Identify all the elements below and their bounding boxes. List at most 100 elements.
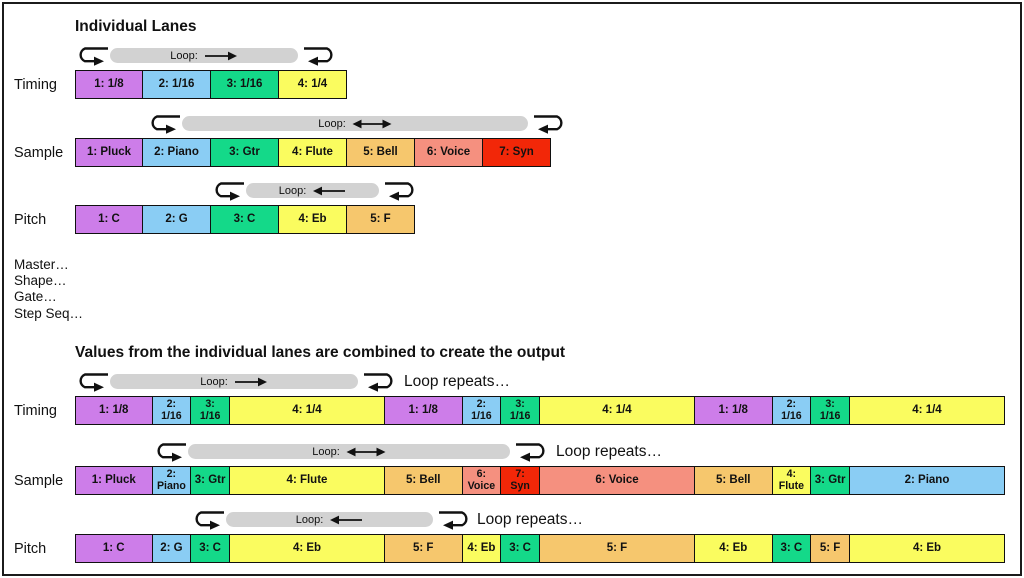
lane-cell-label: 1/16 bbox=[781, 409, 802, 422]
lane-cell: 3: 1/16 bbox=[211, 70, 279, 99]
loop-label: Loop: bbox=[170, 49, 198, 62]
lane-cell: 6: Voice bbox=[415, 138, 483, 167]
lane-cell-label: 3: bbox=[825, 397, 835, 410]
lane-label-pitch: Pitch bbox=[14, 540, 47, 557]
lane-cell: 5: F bbox=[811, 534, 850, 563]
lane-cell-label: 6: Voice bbox=[426, 145, 471, 158]
loop-label: Loop: bbox=[200, 375, 228, 388]
lane-cell-label: 3: 1/16 bbox=[226, 77, 263, 90]
lane-cell: 3: C bbox=[772, 534, 812, 563]
loop-right-arrow-icon bbox=[204, 51, 238, 61]
lane-cell-label: 3: C bbox=[780, 541, 803, 554]
lane-cell-label: 1/16 bbox=[509, 409, 531, 422]
lane-cell-label: 3: bbox=[515, 397, 525, 410]
lane-cell-label: 4: Eb bbox=[292, 541, 322, 554]
lane-cell-label: Flute bbox=[778, 479, 805, 492]
lane-cell-label: 5: F bbox=[370, 212, 391, 225]
lane-cell: 5: F bbox=[385, 534, 463, 563]
loop-repeats-label: Loop repeats… bbox=[477, 510, 583, 528]
lane-cell-label: 4: Eb bbox=[467, 541, 496, 554]
lane-cell-label: 3: bbox=[205, 397, 215, 410]
lane-cell: 7: Syn bbox=[483, 138, 551, 167]
loop-repeats-label: Loop repeats… bbox=[404, 372, 510, 390]
lane-cell-label: 1/16 bbox=[161, 409, 182, 422]
lane-row-sample: 1: Pluck 2: Piano 3: Gtr 4: Flute 5: Bell 6: … bbox=[75, 138, 551, 167]
loop-bar: Loop: bbox=[188, 444, 510, 459]
lane-cell-label: 3: C bbox=[509, 541, 531, 554]
lane-cell: 3: 1/16 bbox=[191, 396, 230, 425]
lane-cell: 4: 1/4 bbox=[850, 396, 1005, 425]
lane-cell-label: 3: C bbox=[233, 212, 256, 225]
lane-cell: 1: Pluck bbox=[75, 138, 143, 167]
lane-cell: 2: 1/16 bbox=[772, 396, 812, 425]
lane-cell-label: 1: 1/8 bbox=[94, 77, 124, 90]
lane-cell: 4: 1/4 bbox=[230, 396, 385, 425]
loop-repeats-label: Loop repeats… bbox=[556, 442, 662, 460]
lane-cell: 5: F bbox=[347, 205, 415, 234]
lane-cell-label: 2: 1/16 bbox=[158, 77, 195, 90]
lane-label-sample: Sample bbox=[14, 472, 64, 489]
lane-cell: 5: Bell bbox=[347, 138, 415, 167]
loop-bar: Loop: bbox=[110, 48, 298, 63]
loop-left-arrow-icon bbox=[329, 515, 363, 525]
loop-bar: Loop: bbox=[182, 116, 528, 131]
lane-cell: 2: G bbox=[143, 205, 211, 234]
lane-cell-label: 4: Eb bbox=[298, 212, 327, 225]
lane-cell: 4: 1/4 bbox=[540, 396, 695, 425]
lane-cell: 2: Piano bbox=[850, 466, 1005, 495]
lane-cell: 4: Flute bbox=[230, 466, 385, 495]
loop-end-icon bbox=[362, 370, 398, 392]
lane-cell-label: 4: Flute bbox=[292, 145, 333, 158]
lane-cell-label: 4: 1/4 bbox=[297, 77, 328, 90]
loop-right-arrow-icon bbox=[234, 377, 268, 387]
loop-end-icon bbox=[383, 179, 419, 201]
lane-cell: 3: C bbox=[501, 534, 540, 563]
lane-cell-label: 3: Gtr bbox=[814, 473, 846, 486]
lane-cell-label: 5: F bbox=[413, 541, 434, 554]
lane-cell-label: 2: G bbox=[165, 212, 188, 225]
lane-cell: 2: Piano bbox=[143, 138, 211, 167]
loop-left-arrow-icon bbox=[312, 186, 346, 196]
lane-cell: 4: Flute bbox=[772, 466, 812, 495]
lane-cell: 3: Gtr bbox=[211, 138, 279, 167]
loop-start-icon bbox=[146, 112, 182, 134]
lane-cell: 3: C bbox=[191, 534, 230, 563]
lane-cell-label: 4: 1/4 bbox=[292, 403, 322, 416]
lane-cell-label: 1: C bbox=[102, 541, 125, 554]
lane-cell-label: 2: bbox=[476, 397, 487, 410]
lane-cell: 4: Eb bbox=[462, 534, 502, 563]
lane-cell: 4: Eb bbox=[850, 534, 1005, 563]
lane-cell-label: Piano bbox=[156, 479, 186, 492]
other-lane-label: Master… bbox=[14, 257, 69, 272]
lane-label-timing: Timing bbox=[14, 76, 57, 93]
lane-cell: 3: 1/16 bbox=[811, 396, 850, 425]
loop-label: Loop: bbox=[318, 117, 346, 130]
lane-cell-label: 5: F bbox=[819, 541, 841, 554]
lane-row-pitch: 1: C 2: G 3: C 4: Eb 5: F bbox=[75, 205, 415, 234]
lane-cell: 1: 1/8 bbox=[75, 70, 143, 99]
lane-cell: 6: Voice bbox=[540, 466, 695, 495]
loop-label: Loop: bbox=[312, 445, 340, 458]
loop-bar: Loop: bbox=[226, 512, 433, 527]
loop-end-icon bbox=[514, 440, 550, 462]
loop-both-arrow-icon bbox=[346, 447, 386, 457]
lane-cell-label: 1: Pluck bbox=[91, 473, 136, 486]
section2-title: Values from the individual lanes are com… bbox=[75, 344, 566, 361]
lane-cell: 4: Eb bbox=[279, 205, 347, 234]
lane-cell-label: 5: Bell bbox=[363, 145, 398, 158]
loop-label: Loop: bbox=[278, 184, 307, 197]
lane-cell-label: 7: Syn bbox=[499, 145, 534, 158]
lane-cell-label: 1/16 bbox=[819, 409, 841, 422]
lane-cell-label: 4: bbox=[786, 467, 797, 480]
lane-cell-label: 1: C bbox=[98, 212, 120, 225]
lane-cell: 1: C bbox=[75, 205, 143, 234]
lane-cell: 6: Voice bbox=[462, 466, 502, 495]
loop-end-icon bbox=[302, 44, 338, 66]
lane-cell-label: 2: bbox=[166, 397, 177, 410]
lane-cell-label: 4: 1/4 bbox=[912, 403, 942, 416]
lane-row-pitch: 1: C 2: G 3: C 4: Eb 5: F 4: Eb 3: C 5: F 4: Eb 3… bbox=[75, 534, 1005, 563]
other-lane-label: Shape… bbox=[14, 273, 67, 289]
lane-cell-label: 1/16 bbox=[199, 409, 221, 422]
